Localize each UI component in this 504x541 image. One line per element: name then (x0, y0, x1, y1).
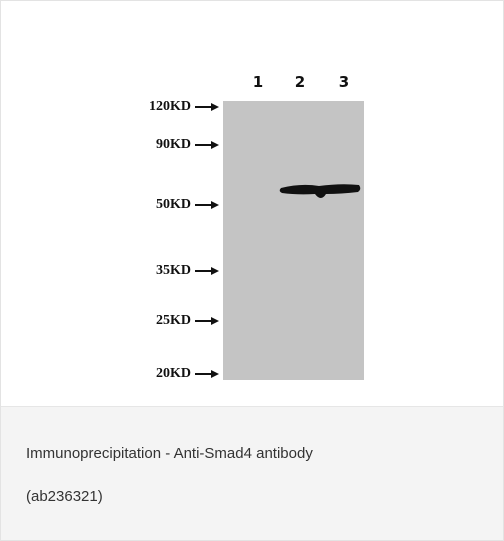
marker-arrow-head (211, 370, 219, 378)
product-image-card: 1 2 3 120KD 90KD 50KD 35KD 25KD 20KD Immunoprec… (0, 0, 504, 541)
marker-arrow-head (211, 103, 219, 111)
caption-area: Immunoprecipitation - Anti-Smad4 antibod… (1, 406, 503, 541)
marker-arrow-head (211, 201, 219, 209)
lane-labels: 1 2 3 (253, 73, 349, 91)
marker-label: 50KD (156, 197, 191, 212)
caption-line: (ab236321) (26, 488, 103, 505)
marker-arrow-head (211, 141, 219, 149)
lane-label: 1 (253, 73, 263, 91)
marker-label: 25KD (156, 313, 191, 328)
marker-label: 120KD (149, 99, 191, 114)
lane-label: 2 (295, 73, 305, 91)
western-blot-figure: 1 2 3 120KD 90KD 50KD 35KD 25KD 20KD (1, 1, 503, 406)
lane-label: 3 (339, 73, 349, 91)
caption-line: Immunoprecipitation - Anti-Smad4 antibod… (26, 445, 313, 462)
marker-labels: 120KD 90KD 50KD 35KD 25KD 20KD (149, 99, 219, 381)
marker-arrow-head (211, 317, 219, 325)
marker-label: 35KD (156, 263, 191, 278)
marker-label: 90KD (156, 137, 191, 152)
blot-membrane (223, 101, 364, 380)
marker-label: 20KD (156, 366, 191, 381)
marker-arrow-head (211, 267, 219, 275)
